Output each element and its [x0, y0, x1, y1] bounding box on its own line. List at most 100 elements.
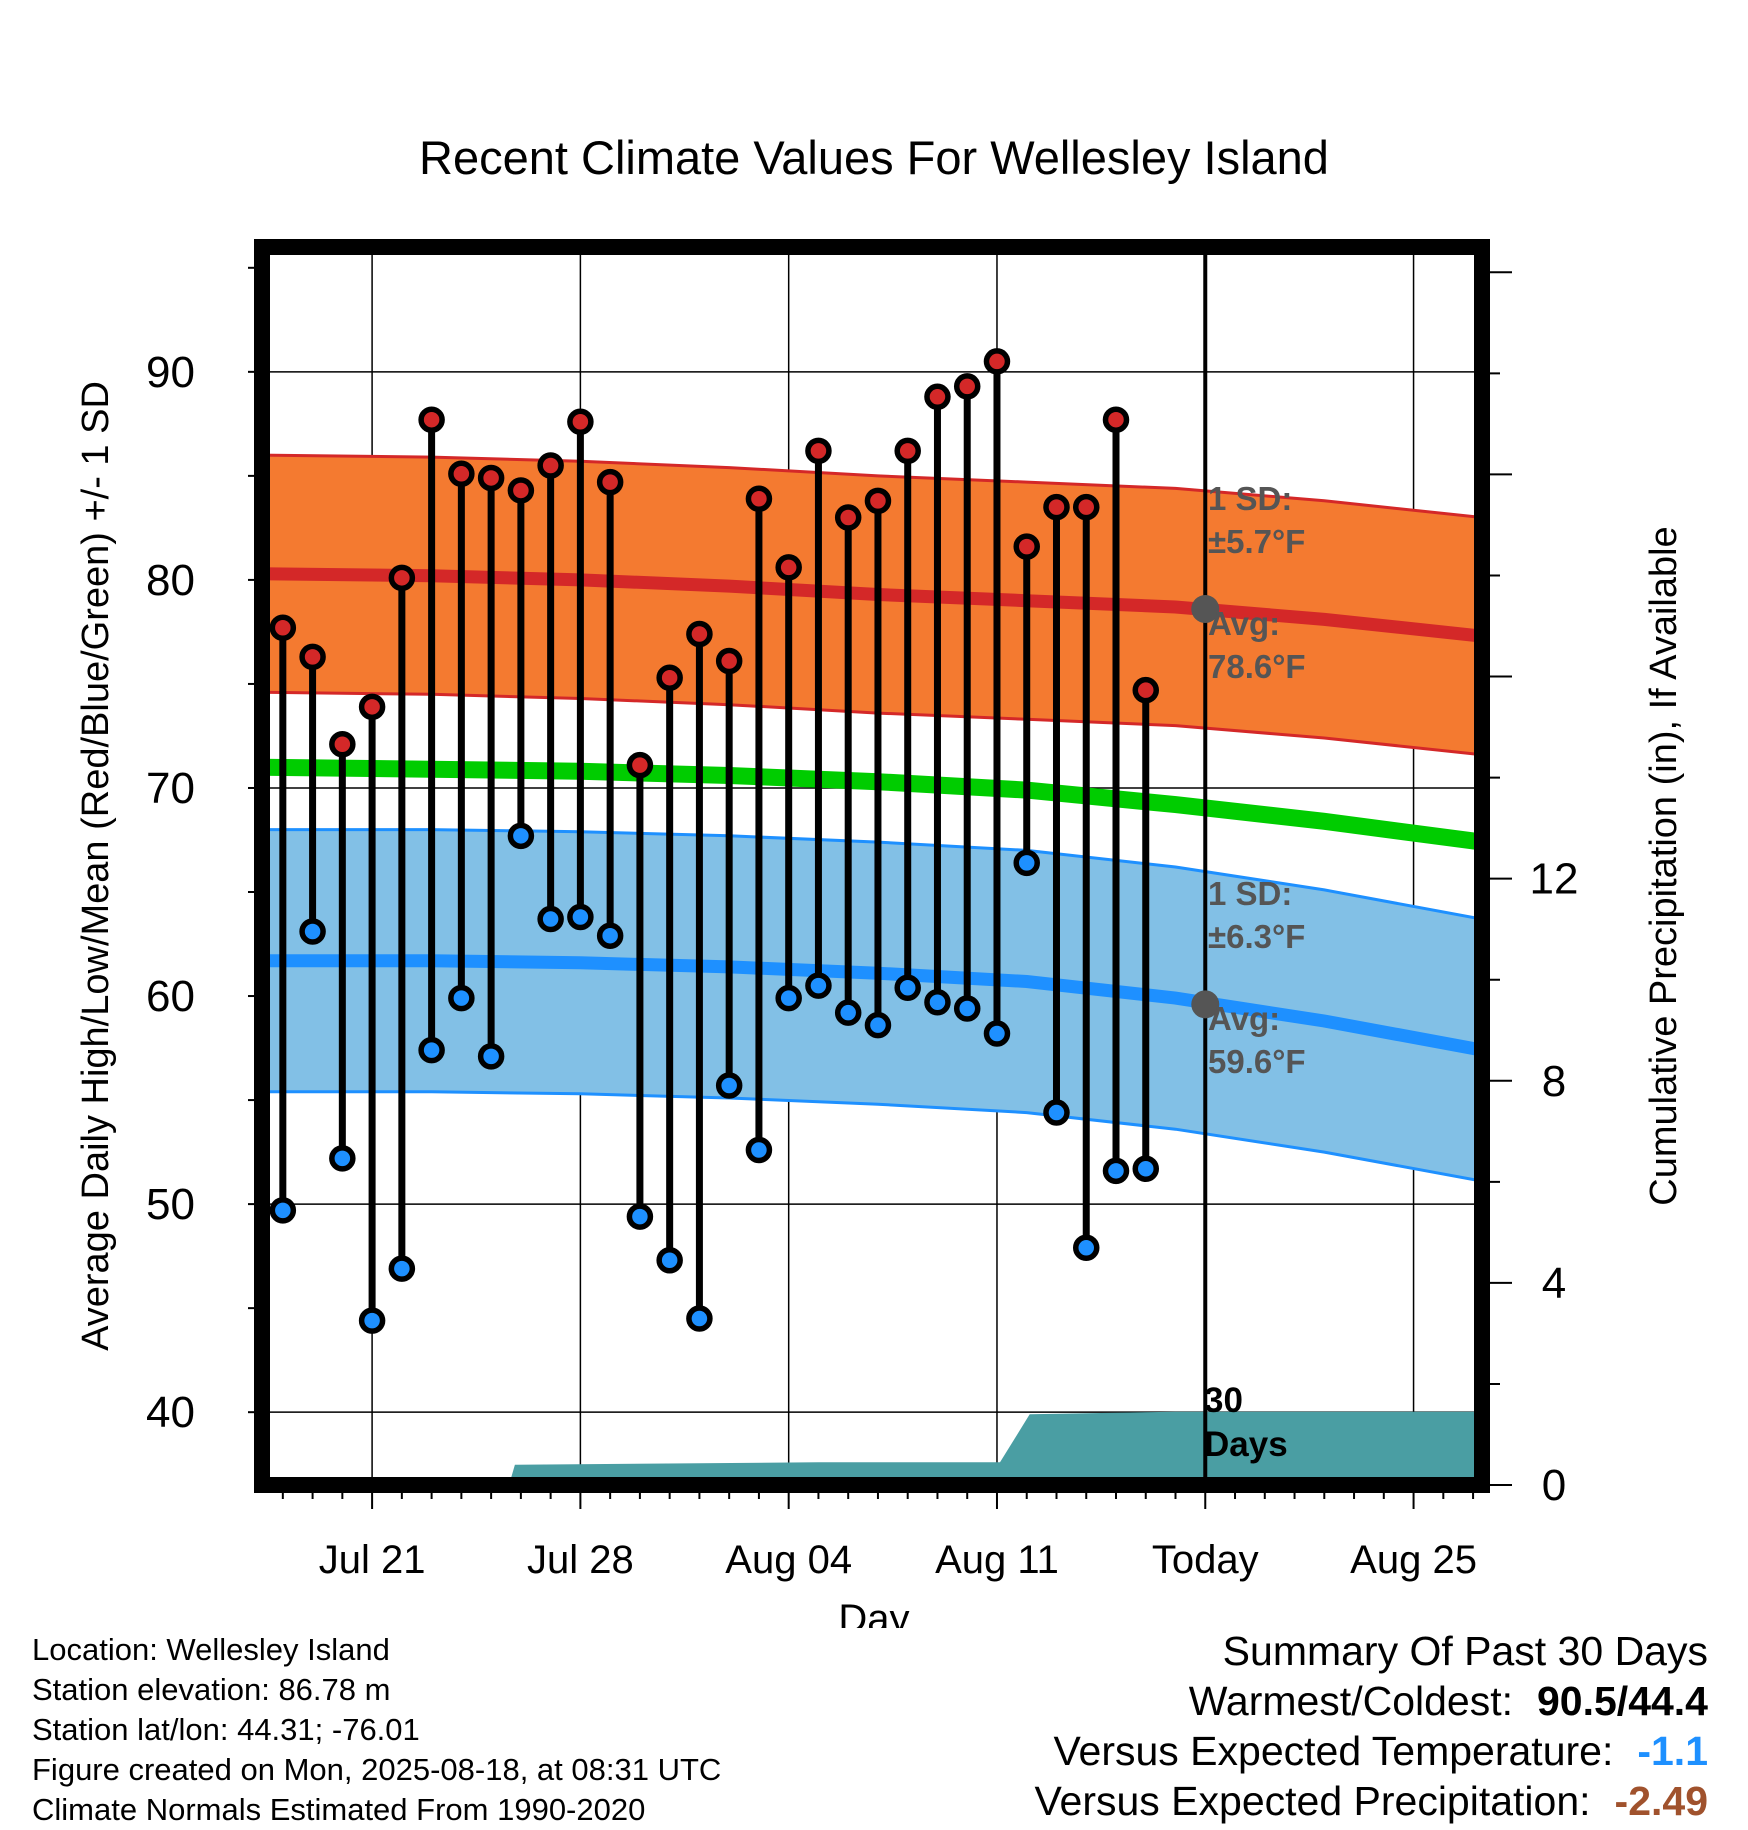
- high-point: [894, 437, 921, 465]
- low-avg-marker: [1191, 990, 1220, 1019]
- high-point: [1102, 406, 1130, 433]
- high-sd-band: [262, 455, 1482, 755]
- low-sd-value: ±6.3°F: [1208, 918, 1305, 955]
- y2-tick-label: 4: [1542, 1259, 1566, 1308]
- temp-value: -1.1: [1637, 1728, 1708, 1774]
- high-point: [596, 468, 624, 496]
- high-point: [715, 647, 743, 675]
- high-point: [864, 487, 892, 515]
- low-point: [596, 922, 624, 949]
- low-point: [418, 1036, 445, 1064]
- low-point: [1072, 1234, 1100, 1262]
- summary-panel: Summary Of Past 30 Days Warmest/Coldest:…: [1034, 1626, 1708, 1826]
- y2-tick-label: 0: [1542, 1461, 1566, 1510]
- y-tick-label: 60: [146, 972, 195, 1021]
- high-point: [953, 373, 981, 400]
- x-tick-label: Today: [1152, 1538, 1259, 1582]
- low-point: [715, 1072, 743, 1099]
- low-sd-band: [262, 829, 1482, 1182]
- y-axis-label: Average Daily High/Low/Mean (Red/Blue/Gr…: [75, 381, 117, 1351]
- high-point: [805, 437, 832, 465]
- low-point: [358, 1307, 386, 1334]
- high-point: [1132, 676, 1160, 704]
- low-point: [269, 1197, 297, 1224]
- y2-axis-label: Cumulative Precipitation (in), If Availa…: [1643, 526, 1685, 1205]
- low-point: [1013, 849, 1040, 877]
- precip-area: [262, 1411, 1482, 1485]
- temp-row: Versus Expected Temperature: -1.1: [1034, 1726, 1708, 1776]
- high-point: [507, 477, 535, 504]
- x-axis-label: Day: [838, 1597, 909, 1628]
- climate-chart: 1 SD: ±5.7°F Avg: 78.6°F 1 SD: ±6.3°F Avg: 59.6…: [75, 131, 1685, 1628]
- station-info: Location: Wellesley Island Station eleva…: [32, 1630, 721, 1830]
- x-tick-label: Aug 25: [1350, 1538, 1477, 1582]
- low-point: [686, 1305, 713, 1332]
- low-point: [745, 1136, 773, 1164]
- created-text: Figure created on Mon, 2025-08-18, at 08…: [32, 1752, 722, 1787]
- warmest-row: Warmest/Coldest: 90.5/44.4: [1034, 1676, 1708, 1726]
- high-avg-label: Avg:: [1208, 605, 1280, 642]
- precip-row: Versus Expected Precipitation: -2.49: [1034, 1776, 1708, 1826]
- x-tick-label: Jul 21: [319, 1538, 426, 1582]
- latlon-text: Station lat/lon: 44.31; -76.01: [32, 1712, 420, 1747]
- high-point: [745, 485, 773, 513]
- x-tick-label: Aug 04: [725, 1538, 852, 1582]
- y-tick-label: 50: [146, 1180, 195, 1229]
- low-point: [805, 972, 832, 999]
- low-point: [388, 1255, 416, 1282]
- low-point: [1132, 1155, 1160, 1182]
- high-sd-label: 1 SD:: [1208, 480, 1292, 517]
- low-point: [924, 989, 951, 1016]
- high-point: [537, 452, 564, 479]
- plot-area: [262, 247, 1482, 1485]
- low-point: [1043, 1099, 1070, 1126]
- y-tick-label: 80: [146, 556, 195, 605]
- high-avg-value: 78.6°F: [1208, 648, 1306, 685]
- high-point: [448, 460, 475, 488]
- low-avg-value: 59.6°F: [1208, 1043, 1306, 1080]
- low-point: [507, 822, 535, 850]
- plot-frame: [254, 239, 1490, 1493]
- days-label-word: Days: [1204, 1425, 1288, 1464]
- summary-heading: Summary Of Past 30 Days: [1222, 1628, 1708, 1674]
- high-point: [269, 614, 297, 642]
- low-point: [864, 1011, 892, 1039]
- high-point: [388, 564, 416, 592]
- y-tick-label: 40: [146, 1388, 195, 1437]
- high-point: [1043, 493, 1070, 521]
- high-point: [656, 664, 683, 691]
- high-point: [686, 620, 713, 648]
- location-text: Location: Wellesley Island: [32, 1632, 390, 1667]
- high-point: [567, 408, 594, 436]
- x-tick-label: Jul 28: [527, 1538, 634, 1582]
- low-point: [448, 984, 475, 1012]
- high-point: [924, 383, 951, 411]
- high-point: [477, 464, 505, 492]
- high-point: [1072, 493, 1100, 521]
- high-avg-marker: [1191, 595, 1220, 624]
- days-label-count: 30: [1204, 1381, 1243, 1420]
- high-point: [418, 406, 445, 433]
- y-tick-label: 70: [146, 764, 195, 813]
- low-point: [656, 1247, 683, 1274]
- high-point: [775, 554, 802, 581]
- low-point: [894, 974, 921, 1001]
- high-point: [329, 731, 356, 758]
- chart-title: Recent Climate Values For Wellesley Isla…: [419, 131, 1329, 184]
- low-avg-label: Avg:: [1208, 1000, 1280, 1037]
- high-point: [299, 643, 326, 671]
- elevation-text: Station elevation: 86.78 m: [32, 1672, 391, 1707]
- low-point: [775, 984, 802, 1012]
- high-point: [626, 751, 654, 779]
- low-point: [537, 905, 564, 933]
- high-point: [358, 693, 386, 721]
- precip-value: -2.49: [1614, 1778, 1708, 1824]
- warmest-value: 90.5/44.4: [1537, 1678, 1708, 1724]
- low-sd-label: 1 SD:: [1208, 875, 1292, 912]
- low-point: [299, 918, 326, 945]
- low-point: [1102, 1157, 1130, 1185]
- high-point: [834, 504, 862, 531]
- y-tick-label: 90: [146, 348, 195, 397]
- low-point: [953, 995, 981, 1022]
- warmest-label: Warmest/Coldest:: [1188, 1678, 1513, 1724]
